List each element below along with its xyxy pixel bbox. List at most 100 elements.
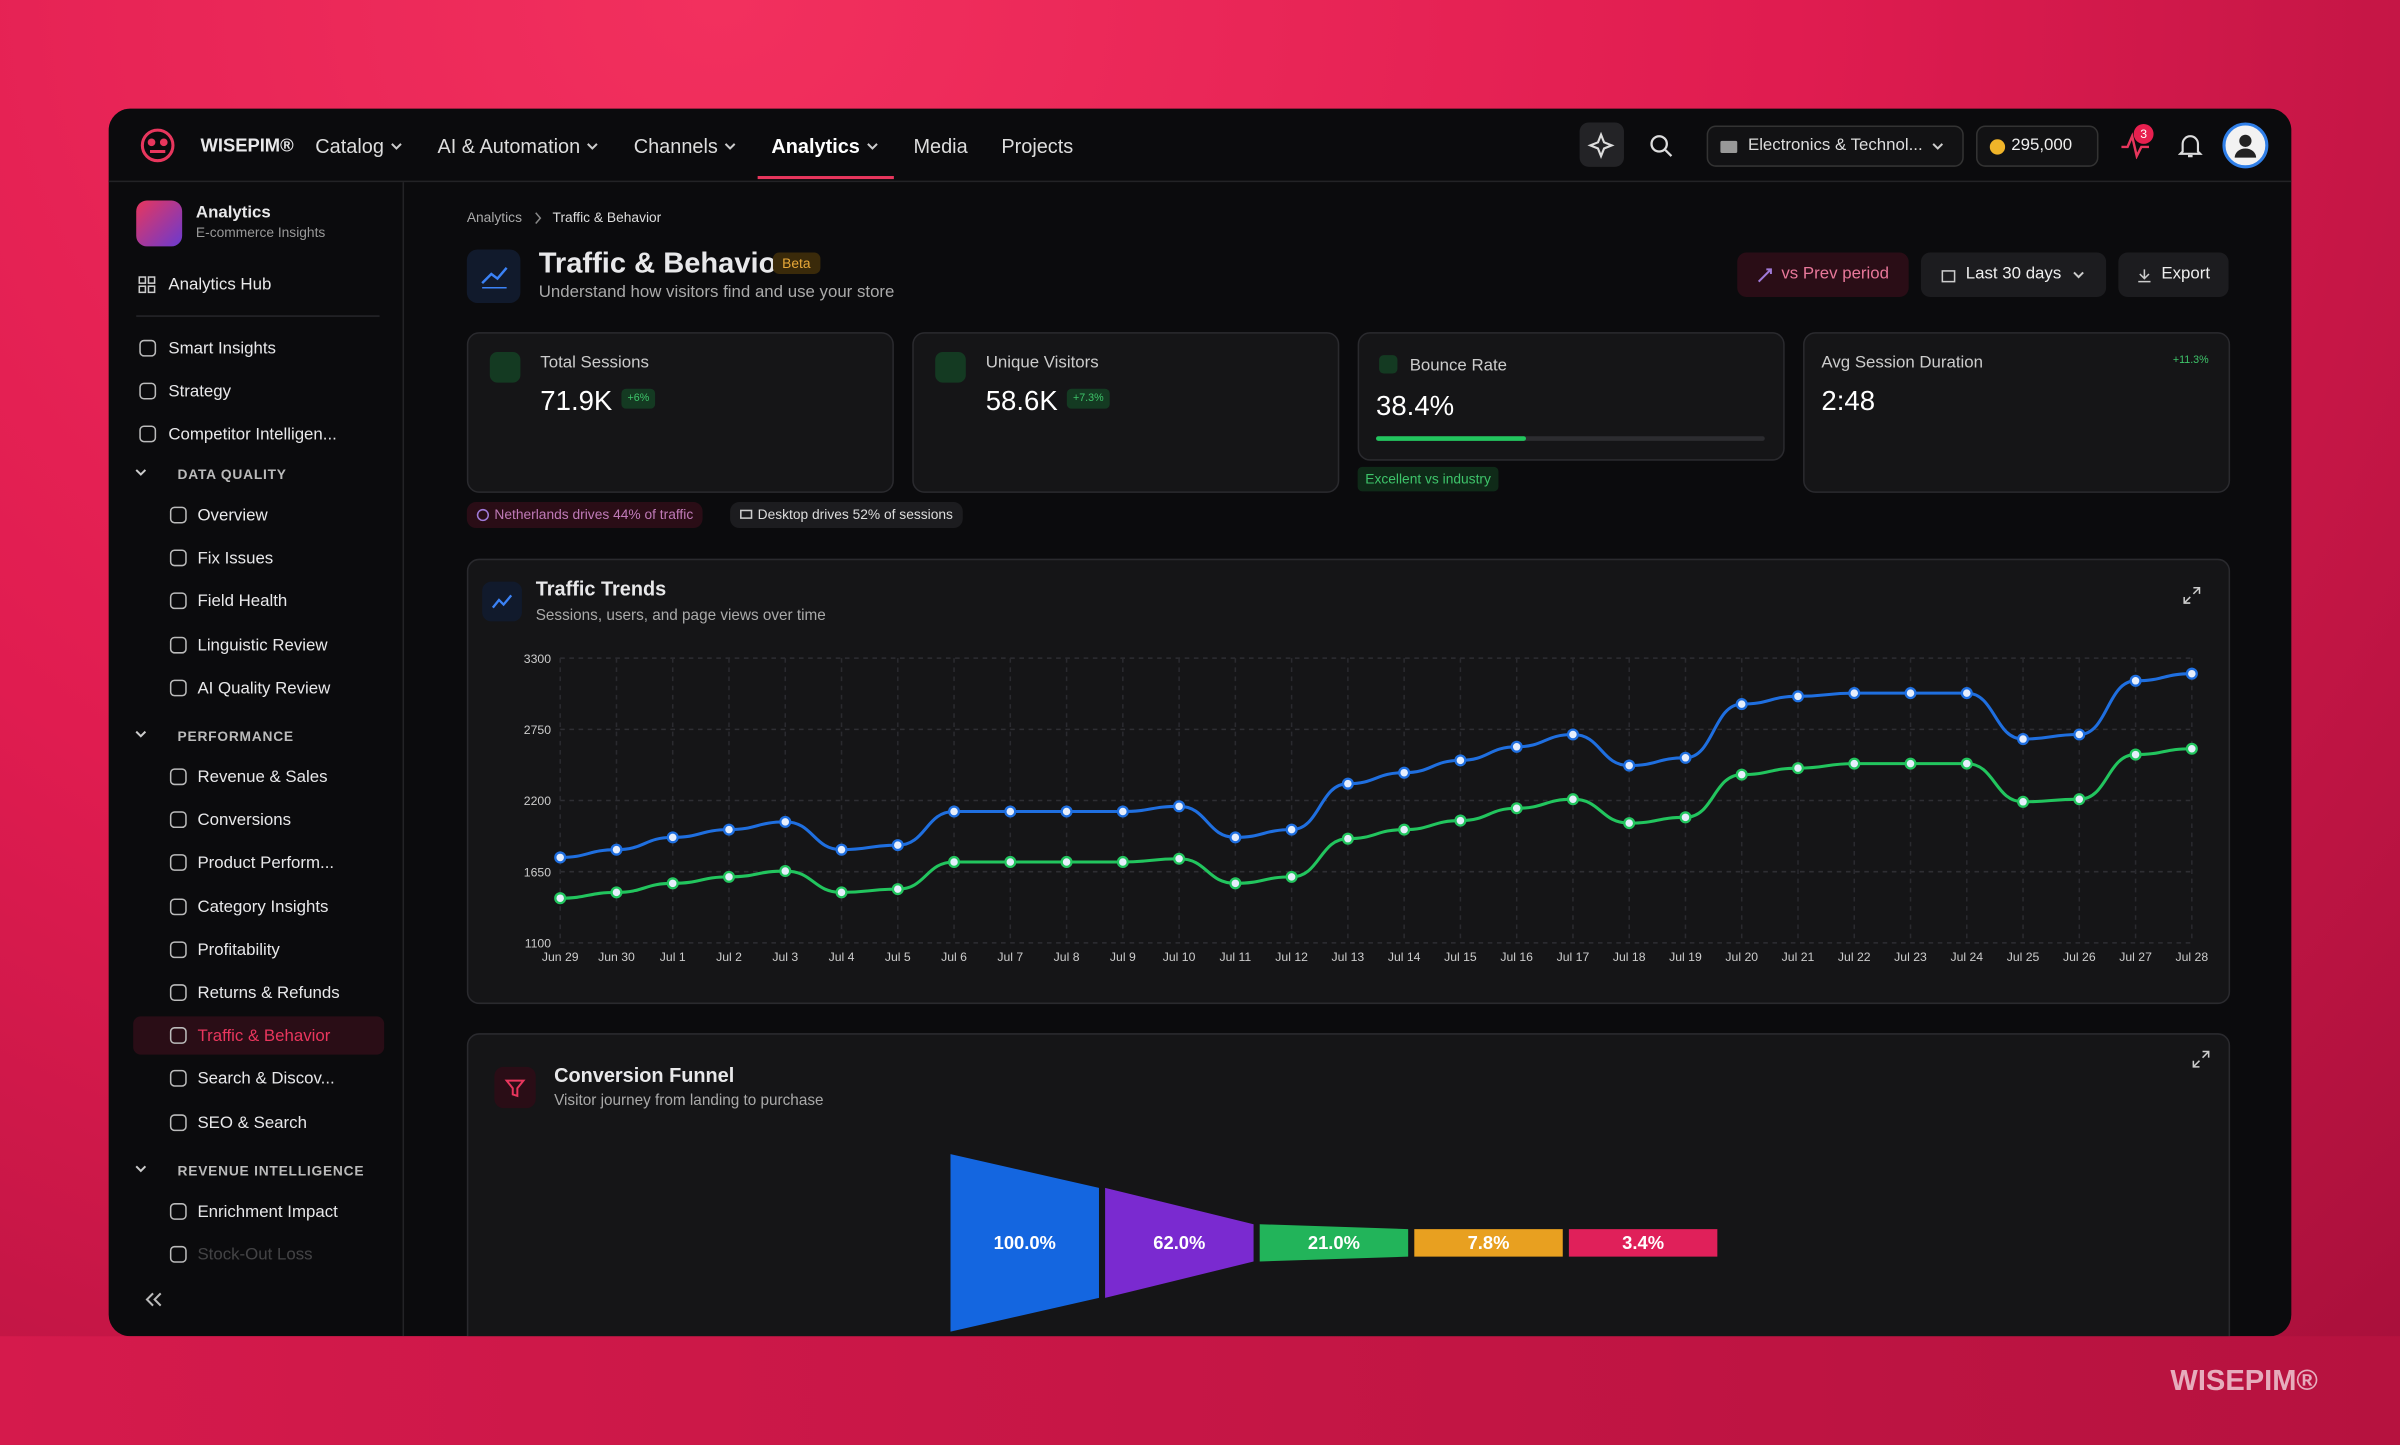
data-point	[610, 843, 623, 856]
insight-pill[interactable]: Desktop drives 52% of sessions	[730, 502, 963, 529]
app-icon	[136, 200, 183, 247]
menu-item[interactable]: Traffic & Behavior	[197, 1027, 331, 1046]
x-tick-label: Jul 18	[1613, 950, 1646, 964]
menu-item[interactable]: Product Perform...	[197, 854, 335, 874]
y-tick-label: 1650	[524, 865, 551, 879]
workspace-select[interactable]: Electronics & Technol...	[1706, 125, 1964, 167]
x-tick-label: Jul 11	[1219, 950, 1251, 964]
data-point	[1623, 759, 1636, 772]
kpi-label: Avg Session Duration	[1821, 353, 1984, 372]
data-point	[1285, 870, 1298, 883]
data-point	[1285, 823, 1298, 836]
data-point	[1848, 757, 1861, 770]
bell-button[interactable]	[2178, 132, 2203, 160]
nav-item[interactable]: Analytics	[757, 135, 894, 180]
menu-item[interactable]: Fix Issues	[197, 549, 274, 569]
hub-icon	[138, 276, 156, 294]
kpi-value: 58.6K	[985, 385, 1058, 417]
kpi-label: Bounce Rate	[1409, 356, 1508, 375]
funnel-label: 62.0%	[1153, 1232, 1205, 1253]
collapse-button[interactable]	[144, 1290, 165, 1308]
funnel-label: 7.8%	[1468, 1232, 1510, 1253]
sidebar-divider	[136, 315, 380, 317]
hub-link[interactable]: Analytics Hub	[168, 275, 272, 294]
menu-item[interactable]: Conversions	[197, 811, 292, 830]
data-point	[1454, 754, 1467, 767]
section-header[interactable]: REVENUE INTELLIGENCE	[177, 1162, 365, 1179]
expand-button[interactable]	[2190, 1048, 2211, 1069]
panel-icon	[494, 1066, 536, 1109]
avatar[interactable]	[2222, 122, 2269, 169]
ai-button[interactable]	[1579, 122, 1624, 167]
nav-underline	[757, 176, 894, 180]
menu-item[interactable]: Search & Discov...	[197, 1070, 335, 1089]
activity-icon[interactable]	[2118, 132, 2152, 160]
search-button[interactable]	[1648, 133, 1673, 157]
menu-icon	[169, 592, 187, 610]
x-tick-label: Jul 9	[1110, 950, 1136, 964]
expand-button[interactable]	[2181, 585, 2202, 606]
section-header[interactable]: PERFORMANCE	[177, 728, 294, 744]
menu-item[interactable]: Enrichment Impact	[197, 1202, 338, 1222]
data-point	[1398, 766, 1411, 779]
menu-item[interactable]: Category Insights	[197, 897, 329, 917]
x-tick-label: Jul 16	[1500, 950, 1533, 964]
kpi-card card	[1803, 332, 2231, 493]
nav-item[interactable]: Projects	[1001, 135, 1073, 158]
menu-item[interactable]: Field Health	[197, 592, 288, 612]
nav-item[interactable]: AI & Automation	[437, 135, 600, 158]
data-point	[891, 839, 904, 852]
app-title: Analytics	[195, 203, 271, 222]
menu-item[interactable]: SEO & Search	[197, 1113, 307, 1133]
menu-item[interactable]: Returns & Refunds	[197, 984, 340, 1003]
menu-item[interactable]: Revenue & Sales	[197, 768, 328, 787]
funnel-label: 100.0%	[994, 1232, 1056, 1253]
nav-item[interactable]: Media	[913, 135, 967, 158]
x-tick-label: Jul 8	[1054, 950, 1080, 964]
nav-item[interactable]: Channels	[634, 135, 738, 158]
data-point	[2185, 667, 2198, 680]
data-point	[1791, 690, 1805, 703]
compare-button[interactable]: vs Prev period	[1737, 252, 1909, 297]
range-label: Last 30 days	[1965, 264, 2062, 284]
kpi-value: 38.4%	[1376, 390, 1455, 421]
x-tick-label: Jul 12	[1275, 950, 1308, 964]
menu-item[interactable]: Linguistic Review	[197, 636, 328, 655]
data-point	[1904, 757, 1917, 770]
chevron-path	[866, 142, 878, 150]
chevron-path	[587, 142, 598, 150]
menu-item[interactable]: Profitability	[197, 941, 280, 960]
kpi-icon	[1379, 355, 1398, 374]
data-point	[1229, 877, 1242, 890]
x-tick-label: Jul 17	[1557, 950, 1590, 964]
data-point	[1173, 800, 1186, 813]
data-point	[1004, 805, 1017, 818]
nav-item[interactable]: Catalog	[315, 135, 403, 158]
y-tick-label: 2750	[524, 723, 551, 737]
credits[interactable]: 295,000	[1976, 125, 2099, 167]
data-point	[1735, 698, 1748, 711]
x-tick-label: Jul 20	[1725, 950, 1758, 964]
data-point	[1679, 751, 1692, 764]
menu-icon	[169, 549, 187, 567]
export-button[interactable]: Export	[2118, 252, 2229, 297]
section-header[interactable]: DATA QUALITY	[177, 466, 287, 483]
menu-item[interactable]: Competitor Intelligen...	[168, 425, 337, 444]
progress-bar	[1376, 436, 1526, 441]
range-select[interactable]: Last 30 days	[1920, 252, 2107, 297]
menu-icon	[169, 897, 187, 915]
menu-icon	[169, 941, 187, 958]
kpi-value: 71.9K	[540, 385, 613, 417]
menu-item[interactable]: AI Quality Review	[197, 679, 331, 698]
breadcrumb-root[interactable]: Analytics	[466, 209, 522, 225]
kpi-change: +11.3%	[2172, 355, 2209, 366]
menu-item[interactable]: Smart Insights	[168, 339, 276, 359]
funnel-label: 3.4%	[1622, 1232, 1664, 1253]
beta-badge: Beta	[772, 252, 820, 274]
menu-item[interactable]: Stock-Out Loss	[197, 1245, 313, 1265]
menu-item[interactable]: Strategy	[168, 382, 232, 402]
menu-item[interactable]: Overview	[197, 506, 268, 525]
data-point	[835, 886, 848, 899]
insight-pill[interactable]: Netherlands drives 44% of traffic	[466, 502, 703, 529]
